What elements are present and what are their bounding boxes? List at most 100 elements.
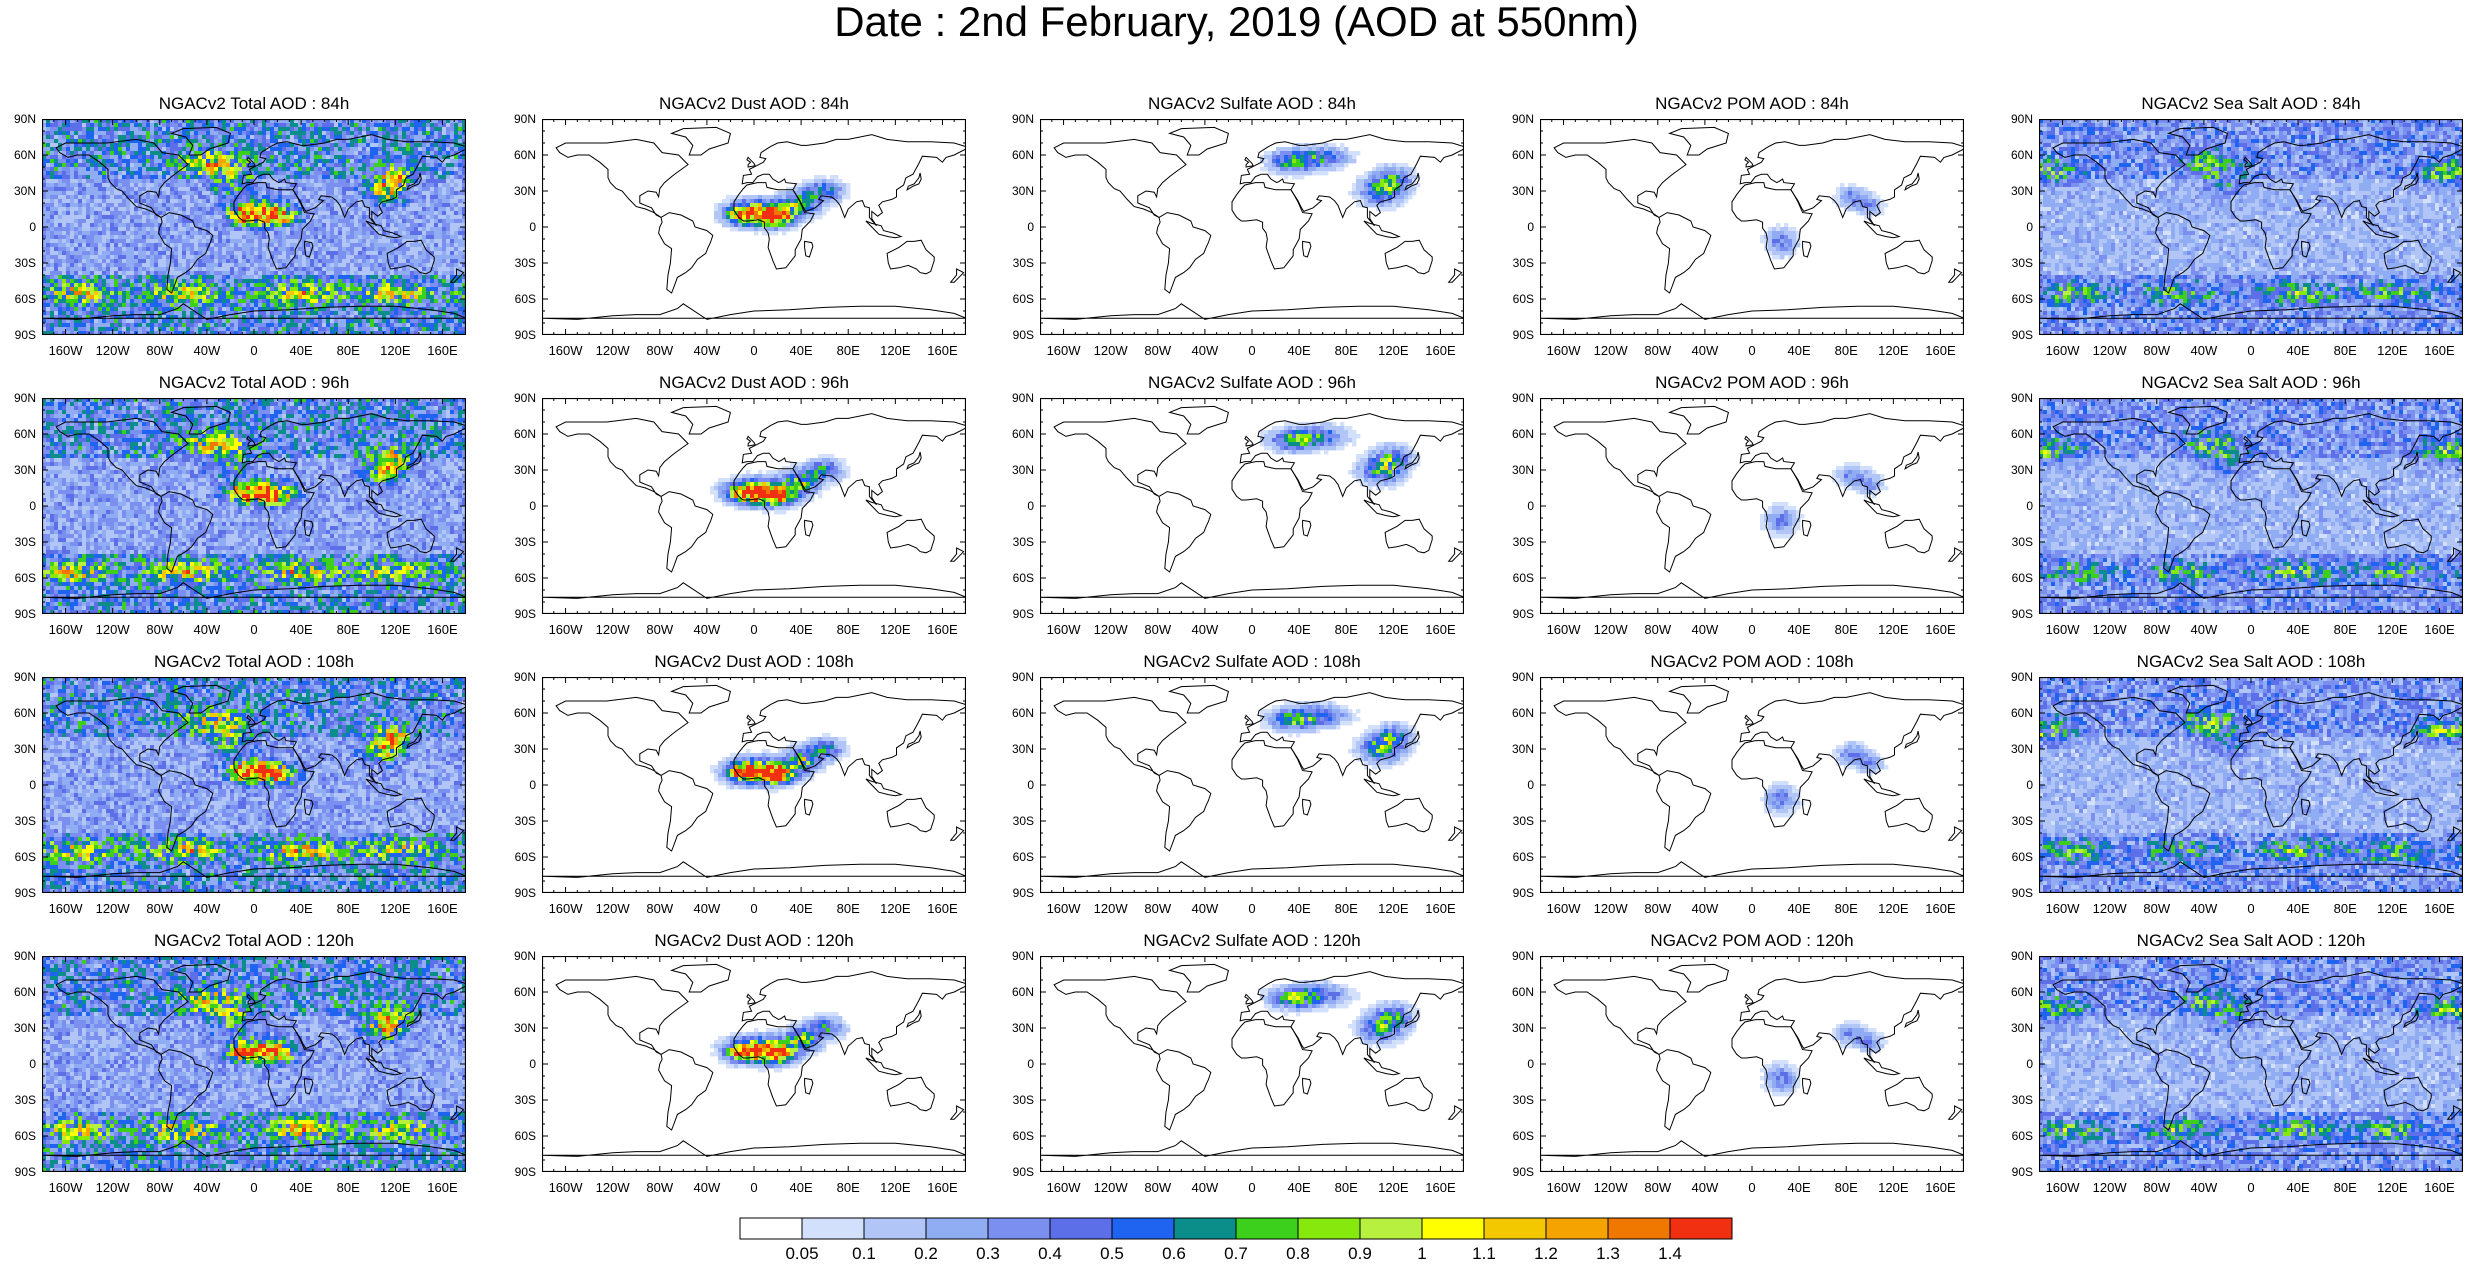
colorbar-swatch <box>1050 1218 1112 1239</box>
aod-field <box>42 119 466 335</box>
lon-tick-label: 120E <box>380 1180 410 1195</box>
colorbar-swatch <box>1360 1218 1422 1239</box>
colorbar-swatch <box>1236 1218 1298 1239</box>
coastlines <box>1540 964 1964 1156</box>
coastline-madagascar <box>1303 1078 1311 1094</box>
coastline-australia <box>887 798 934 832</box>
aod-map-seasalt <box>2039 398 2463 614</box>
lon-tick-label: 120W <box>1594 343 1628 358</box>
panel-title: NGACv2 Sulfate AOD : 108h <box>1143 652 1360 672</box>
panel-title: NGACv2 POM AOD : 84h <box>1655 94 1849 114</box>
lat-tick-label: 90N <box>0 112 36 126</box>
map-frame <box>1041 678 1464 893</box>
lon-tick-label: 160W <box>49 901 83 916</box>
lon-tick-label: 80W <box>2143 622 2170 637</box>
lat-tick-label: 90S <box>1993 1165 2033 1179</box>
coastlines <box>1040 406 1464 598</box>
lon-tick-label: 0 <box>750 343 757 358</box>
coastline-northAmerica <box>1054 418 1186 496</box>
lon-tick-label: 160W <box>49 1180 83 1195</box>
panel-title: NGACv2 POM AOD : 108h <box>1650 652 1853 672</box>
lon-tick-label: 80E <box>837 622 860 637</box>
lon-tick-label: 40E <box>1788 343 1811 358</box>
panel-title: NGACv2 Dust AOD : 84h <box>659 94 849 114</box>
lon-tick-label: 120W <box>2093 901 2127 916</box>
coastline-southAmerica <box>1157 213 1211 293</box>
lon-tick-label: 160E <box>2424 622 2454 637</box>
lat-tick-label: 90S <box>0 328 36 342</box>
coastline-antarctica <box>542 583 966 599</box>
coastline-britain <box>1245 157 1253 167</box>
lon-tick-label: 120E <box>880 901 910 916</box>
lat-tick-label: 0 <box>1993 778 2033 792</box>
lon-tick-label: 40W <box>194 901 221 916</box>
lon-tick-label: 40W <box>194 1180 221 1195</box>
coastline-newzealand <box>951 1106 964 1119</box>
coastline-madagascar <box>1303 799 1311 815</box>
panel-title: NGACv2 Sulfate AOD : 120h <box>1143 931 1360 951</box>
lat-tick-label: 60N <box>1494 427 1534 441</box>
lat-tick-label: 0 <box>0 220 36 234</box>
lon-tick-label: 80W <box>646 901 673 916</box>
lon-tick-label: 160E <box>927 901 957 916</box>
lon-tick-label: 80E <box>837 1180 860 1195</box>
lat-tick-label: 0 <box>496 1057 536 1071</box>
aod-field <box>1760 462 1888 538</box>
lat-tick-label: 0 <box>1494 220 1534 234</box>
lon-tick-label: 40E <box>2287 1180 2310 1195</box>
lon-tick-label: 120E <box>380 622 410 637</box>
lon-tick-label: 160E <box>1425 1180 1455 1195</box>
coastlines <box>1540 127 1964 319</box>
lat-tick-label: 60S <box>1993 850 2033 864</box>
lat-tick-label: 90S <box>496 607 536 621</box>
coastline-madagascar <box>1803 1078 1811 1094</box>
lon-tick-label: 120E <box>2377 1180 2407 1195</box>
lon-tick-label: 0 <box>1748 343 1755 358</box>
lon-tick-label: 80W <box>1644 622 1671 637</box>
coastline-northAmerica <box>1554 697 1686 775</box>
panel-title: NGACv2 Total AOD : 84h <box>159 94 350 114</box>
lat-tick-label: 30N <box>1494 742 1534 756</box>
lat-tick-label: 30N <box>496 463 536 477</box>
lon-tick-label: 0 <box>1248 622 1255 637</box>
lat-tick-label: 30S <box>1494 535 1534 549</box>
coastline-northAmerica <box>556 976 688 1054</box>
aod-field <box>42 398 466 614</box>
lat-tick-label: 60S <box>496 571 536 585</box>
colorbar-label: 1.1 <box>1472 1244 1496 1264</box>
colorbar-swatch <box>1670 1218 1732 1239</box>
colorbar-swatch <box>1174 1218 1236 1239</box>
coastline-madagascar <box>805 520 813 536</box>
coastlines <box>1040 685 1464 877</box>
map-frame <box>1041 957 1464 1172</box>
aod-map-seasalt <box>2039 119 2463 335</box>
lon-tick-label: 80E <box>837 901 860 916</box>
coastline-australia <box>1385 798 1432 832</box>
coastline-newzealand <box>1949 269 1962 282</box>
lat-tick-label: 0 <box>496 778 536 792</box>
lon-tick-label: 80W <box>1144 901 1171 916</box>
colorbar-label: 0.2 <box>914 1244 938 1264</box>
coastline-antarctica <box>1540 583 1964 599</box>
coastline-greenland <box>672 406 731 434</box>
lon-tick-label: 40W <box>1192 622 1219 637</box>
lon-tick-label: 160W <box>1547 622 1581 637</box>
lat-tick-label: 30N <box>0 742 36 756</box>
lon-tick-label: 0 <box>1248 1180 1255 1195</box>
lon-tick-label: 40W <box>694 622 721 637</box>
lon-tick-label: 160W <box>549 622 583 637</box>
map-frame <box>1541 399 1964 614</box>
lat-tick-label: 60N <box>1993 148 2033 162</box>
lat-tick-label: 0 <box>0 1057 36 1071</box>
coastline-southAmerica <box>659 213 713 293</box>
coastline-northAmerica <box>1554 139 1686 217</box>
lon-tick-label: 120E <box>1878 343 1908 358</box>
lon-tick-label: 40E <box>2287 622 2310 637</box>
lat-tick-label: 90N <box>994 670 1034 684</box>
lon-tick-label: 0 <box>750 622 757 637</box>
coastline-africa <box>1232 183 1312 269</box>
lat-tick-label: 60N <box>994 706 1034 720</box>
lon-tick-label: 160W <box>2046 622 2080 637</box>
lon-tick-label: 120E <box>380 343 410 358</box>
lon-tick-label: 160E <box>927 622 957 637</box>
